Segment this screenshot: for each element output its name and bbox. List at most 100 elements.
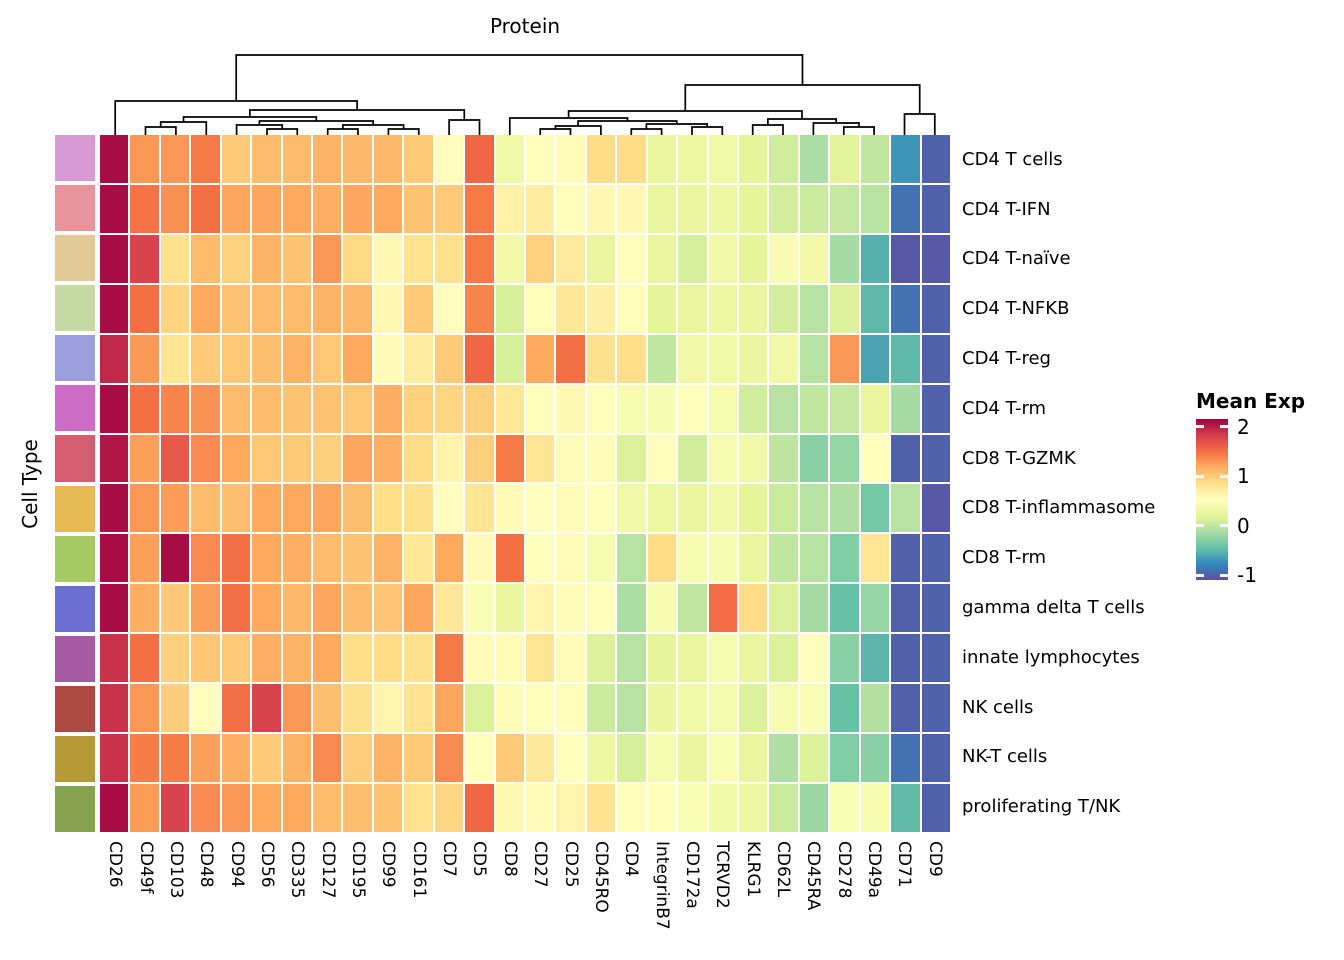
heatmap-cell [556,434,585,483]
heatmap-cell [739,184,768,233]
heatmap-cell [221,534,251,583]
heatmap-cell [647,434,677,483]
heatmap-cell [830,384,859,433]
heatmap-cell [434,334,464,383]
heatmap-cell [891,334,920,383]
heatmap-cell [860,184,890,233]
heatmap-cell [769,384,798,433]
heatmap-cell [860,584,890,633]
heatmap-cell [130,734,159,783]
legend-tick-mark [1220,524,1228,528]
heatmap-cell [130,584,159,633]
heatmap-cell [404,334,433,383]
heatmap-cell [252,784,281,832]
heatmap-cell [404,784,433,832]
heatmap-cell [647,634,677,683]
heatmap-cell [617,184,646,233]
heatmap-cell [191,684,220,733]
heatmap-cell [799,784,829,832]
heatmap-cell [191,284,220,333]
heatmap-cell [252,534,281,583]
heatmap-cell [373,284,403,333]
heatmap-cell [130,384,159,433]
heatmap-cell [678,234,707,283]
heatmap-cell [891,284,920,333]
heatmap-cell [313,284,342,333]
heatmap-cell [586,734,616,783]
heatmap-cell [799,184,829,233]
heatmap-cell [404,434,433,483]
heatmap-cell [221,734,251,783]
heatmap-cell [708,334,737,383]
legend-tick-label: -1 [1237,563,1257,588]
heatmap-cell [100,634,129,683]
heatmap-cell [191,784,220,832]
heatmap-cell [708,484,737,533]
heatmap-cell [799,234,829,283]
heatmap-cell [586,284,616,333]
heatmap-cell [617,534,646,583]
heatmap-cell [769,484,798,533]
heatmap-cell [678,484,707,533]
heatmap-cell [191,334,220,383]
heatmap-cell [191,184,220,233]
heatmap-cell [556,234,585,283]
heatmap-cell [526,234,555,283]
heatmap-cell [617,284,646,333]
legend-tick-mark [1196,524,1204,528]
heatmap-cell [739,135,768,183]
heatmap-cell [130,484,159,533]
heatmap-cell [830,334,859,383]
heatmap-cell [282,234,311,283]
heatmap-cell [373,484,403,533]
row-label: CD4 T-naïve [962,248,1071,270]
heatmap-cell [678,634,707,683]
heatmap-cell [160,384,190,433]
heatmap-cell [678,334,707,383]
heatmap-cell [282,584,311,633]
heatmap-cell [921,634,950,683]
heatmap-cell [526,384,555,433]
heatmap-cell [891,484,920,533]
heatmap-cell [252,135,281,183]
heatmap-cell [495,634,524,683]
heatmap-cell [921,384,950,433]
heatmap-cell [647,334,677,383]
heatmap-cell [465,784,494,832]
heatmap-cell [404,135,433,183]
heatmap-cell [769,734,798,783]
row-label: gamma delta T cells [962,596,1145,618]
heatmap-cell [191,234,220,283]
heatmap-cell [252,284,281,333]
heatmap-cell [921,484,950,533]
heatmap-cell [434,184,464,233]
column-label: CD71 [894,841,915,888]
heatmap-cell [830,135,859,183]
heatmap-cell [100,135,129,183]
row-annotation-swatch [55,435,95,482]
heatmap-cell [708,684,737,733]
heatmap-cell [495,734,524,783]
heatmap-cell [343,484,372,533]
heatmap-cell [617,484,646,533]
heatmap-cell [830,634,859,683]
heatmap-cell [739,534,768,583]
heatmap-cell [100,234,129,283]
row-label: CD4 T-rm [962,397,1047,419]
heatmap-cell [891,784,920,832]
heatmap-cell [465,434,494,483]
heatmap-cell [647,384,677,433]
row-label: innate lymphocytes [962,646,1140,668]
heatmap-cell [617,234,646,283]
heatmap-cell [799,284,829,333]
heatmap-cell [921,234,950,283]
heatmap-cell [282,684,311,733]
heatmap-cell [891,384,920,433]
heatmap-cell [252,734,281,783]
heatmap-cell [708,734,737,783]
heatmap-cell [160,184,190,233]
legend-tick-label: 1 [1237,464,1250,489]
heatmap-cell [465,284,494,333]
heatmap-cell [130,334,159,383]
heatmap-cell [891,434,920,483]
